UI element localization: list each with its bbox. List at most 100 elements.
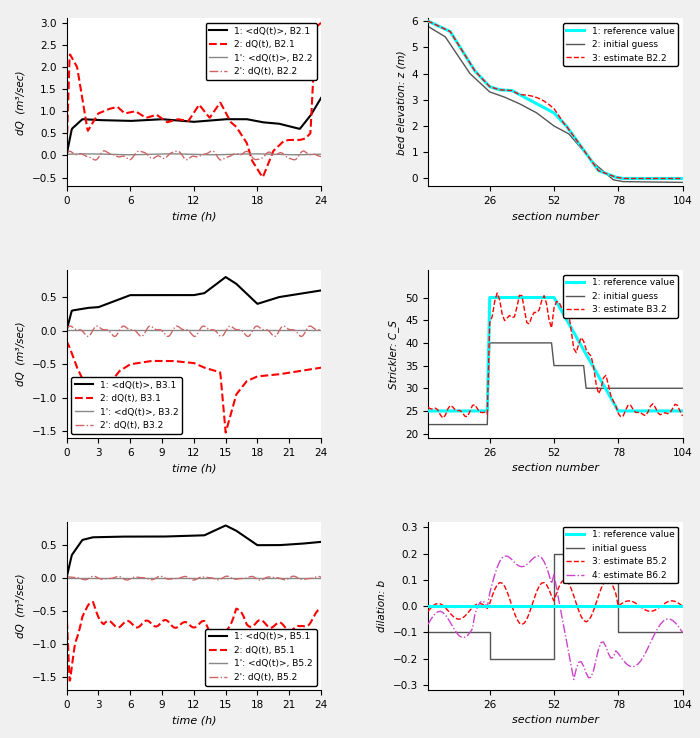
2': dQ(t), B2.2: (23.5, 0.0133): dQ(t), B2.2: (23.5, 0.0133) bbox=[312, 151, 320, 159]
1': <dQ(t)>, B5.2: (24, 0.005): <dQ(t)>, B5.2: (24, 0.005) bbox=[317, 573, 326, 582]
1: reference value: (95, 0): reference value: (95, 0) bbox=[656, 601, 664, 610]
2': dQ(t), B2.2: (24, -0.025): dQ(t), B2.2: (24, -0.025) bbox=[317, 152, 326, 161]
1': <dQ(t)>, B2.2: (11.6, 0.0265): <dQ(t)>, B2.2: (11.6, 0.0265) bbox=[186, 150, 194, 159]
Line: 1': <dQ(t)>, B2.2: 1': <dQ(t)>, B2.2 bbox=[66, 154, 321, 155]
1: reference value: (31, 3.37): reference value: (31, 3.37) bbox=[498, 86, 506, 94]
1: reference value: (27, 0): reference value: (27, 0) bbox=[488, 601, 496, 610]
3: estimate B2.2: (101, 0): estimate B2.2: (101, 0) bbox=[671, 174, 679, 183]
1': <dQ(t)>, B3.2: (0, 0.005): <dQ(t)>, B3.2: (0, 0.005) bbox=[62, 326, 71, 335]
2': dQ(t), B2.2: (3.56, 0.104): dQ(t), B2.2: (3.56, 0.104) bbox=[100, 146, 108, 155]
1': <dQ(t)>, B3.2: (23.4, 0.005): <dQ(t)>, B3.2: (23.4, 0.005) bbox=[311, 326, 319, 335]
1: reference value: (4, 5.87): reference value: (4, 5.87) bbox=[431, 20, 440, 29]
1': <dQ(t)>, B5.2: (14.3, 0.005): <dQ(t)>, B5.2: (14.3, 0.005) bbox=[214, 573, 222, 582]
2': dQ(t), B3.2: (24, 0.00871): dQ(t), B3.2: (24, 0.00871) bbox=[317, 325, 326, 334]
2: dQ(t), B3.1: (11.4, -0.471): dQ(t), B3.1: (11.4, -0.471) bbox=[183, 358, 192, 367]
1': <dQ(t)>, B5.2: (11.5, 0.005): <dQ(t)>, B5.2: (11.5, 0.005) bbox=[185, 573, 193, 582]
1': <dQ(t)>, B2.2: (21.6, 0.015): <dQ(t)>, B2.2: (21.6, 0.015) bbox=[291, 151, 300, 159]
2: dQ(t), B3.1: (23.5, -0.563): dQ(t), B3.1: (23.5, -0.563) bbox=[312, 364, 320, 373]
initial guess bbox=[431, 628, 440, 637]
1: <dQ(t)>, B5.1: (11.4, 0.642): <dQ(t)>, B5.1: (11.4, 0.642) bbox=[183, 531, 192, 540]
3: estimate B3.2: (4, 25.6): estimate B3.2: (4, 25.6) bbox=[431, 404, 440, 413]
2': dQ(t), B3.2: (23.5, 0.0179): dQ(t), B3.2: (23.5, 0.0179) bbox=[312, 325, 320, 334]
3: estimate B3.2: (29, 51): estimate B3.2: (29, 51) bbox=[493, 289, 501, 297]
2': dQ(t), B5.2: (21.4, 0.0294): dQ(t), B5.2: (21.4, 0.0294) bbox=[289, 572, 298, 581]
1: reference value: (4, 25): reference value: (4, 25) bbox=[431, 407, 440, 415]
1: <dQ(t)>, B2.1: (0, 0): <dQ(t)>, B2.1: (0, 0) bbox=[62, 151, 71, 160]
Y-axis label: dQ  (m³/sec): dQ (m³/sec) bbox=[16, 322, 26, 387]
1: <dQ(t)>, B2.1: (14.3, 0.806): <dQ(t)>, B2.1: (14.3, 0.806) bbox=[214, 115, 222, 124]
Line: 1: reference value: 1: reference value bbox=[428, 297, 682, 411]
2': dQ(t), B2.2: (11.6, -0.0604): dQ(t), B2.2: (11.6, -0.0604) bbox=[186, 154, 194, 162]
2': dQ(t), B5.2: (14.3, -0.0249): dQ(t), B5.2: (14.3, -0.0249) bbox=[214, 576, 223, 584]
2: initial guess: (4, 5.63): initial guess: (4, 5.63) bbox=[431, 27, 440, 35]
3: estimate B5.2: (39, -0.07): estimate B5.2: (39, -0.07) bbox=[518, 620, 526, 629]
Line: initial guess: initial guess bbox=[428, 554, 682, 658]
1: <dQ(t)>, B5.1: (13, 0.65): <dQ(t)>, B5.1: (13, 0.65) bbox=[200, 531, 209, 539]
1: <dQ(t)>, B3.1: (19.7, 0.486): <dQ(t)>, B3.1: (19.7, 0.486) bbox=[272, 294, 280, 303]
4: estimate B6.2: (33, 0.191): estimate B6.2: (33, 0.191) bbox=[503, 551, 511, 560]
2: initial guess: (1, 5.8): initial guess: (1, 5.8) bbox=[424, 22, 432, 31]
1: reference value: (104, 0): reference value: (104, 0) bbox=[678, 601, 687, 610]
Legend: 1: <dQ(t)>, B5.1, 2: dQ(t), B5.1, 1': <dQ(t)>, B5.2, 2': dQ(t), B5.2: 1: <dQ(t)>, B5.1, 2: dQ(t), B5.1, 1': <d… bbox=[205, 629, 316, 686]
1: reference value: (1, 6): reference value: (1, 6) bbox=[424, 17, 432, 26]
2': dQ(t), B5.2: (12, -0.0294): dQ(t), B5.2: (12, -0.0294) bbox=[189, 576, 197, 584]
1': <dQ(t)>, B2.2: (0, 0.025): <dQ(t)>, B2.2: (0, 0.025) bbox=[62, 150, 71, 159]
Line: 3: estimate B2.2: 3: estimate B2.2 bbox=[428, 21, 682, 179]
2: dQ(t), B5.1: (23.5, -0.527): dQ(t), B5.1: (23.5, -0.527) bbox=[312, 608, 320, 617]
2: initial guess: (101, 30): initial guess: (101, 30) bbox=[671, 384, 679, 393]
4: estimate B6.2: (97, -0.052): estimate B6.2: (97, -0.052) bbox=[661, 615, 669, 624]
2': dQ(t), B5.2: (19.7, 0.00659): dQ(t), B5.2: (19.7, 0.00659) bbox=[272, 573, 280, 582]
1: reference value: (96, 0): reference value: (96, 0) bbox=[659, 174, 667, 183]
1': <dQ(t)>, B5.2: (19.7, 0.005): <dQ(t)>, B5.2: (19.7, 0.005) bbox=[271, 573, 279, 582]
initial guess bbox=[424, 628, 432, 637]
1: <dQ(t)>, B2.1: (13, 0.78): <dQ(t)>, B2.1: (13, 0.78) bbox=[200, 117, 209, 125]
3: estimate B3.2: (1, 25.8): estimate B3.2: (1, 25.8) bbox=[424, 403, 432, 412]
2: dQ(t), B3.1: (13, -0.549): dQ(t), B3.1: (13, -0.549) bbox=[200, 363, 209, 372]
3: estimate B2.2: (1, 6): estimate B2.2: (1, 6) bbox=[424, 17, 432, 26]
X-axis label: time (h): time (h) bbox=[172, 715, 216, 725]
4: estimate B6.2: (27, 0.0858): estimate B6.2: (27, 0.0858) bbox=[488, 579, 496, 588]
2: dQ(t), B5.1: (2.5, -0.362): dQ(t), B5.1: (2.5, -0.362) bbox=[89, 598, 97, 607]
2': dQ(t), B5.2: (11.4, 0.0161): dQ(t), B5.2: (11.4, 0.0161) bbox=[183, 573, 192, 582]
Line: 1: <dQ(t)>, B3.1: 1: <dQ(t)>, B3.1 bbox=[66, 277, 321, 331]
Y-axis label: dQ  (m³/sec): dQ (m³/sec) bbox=[16, 70, 26, 134]
3: estimate B3.2: (102, 26.2): estimate B3.2: (102, 26.2) bbox=[673, 401, 682, 410]
1: reference value: (32, 50): reference value: (32, 50) bbox=[500, 293, 509, 302]
3: estimate B5.2: (31, 0.0877): estimate B5.2: (31, 0.0877) bbox=[498, 579, 506, 587]
2: dQ(t), B3.1: (19.7, -0.654): dQ(t), B3.1: (19.7, -0.654) bbox=[272, 370, 280, 379]
3: estimate B3.2: (7, 23.4): estimate B3.2: (7, 23.4) bbox=[439, 413, 447, 422]
Line: 2: dQ(t), B3.1: 2: dQ(t), B3.1 bbox=[66, 341, 321, 432]
3: estimate B5.2: (74, 0.0994): estimate B5.2: (74, 0.0994) bbox=[604, 576, 612, 584]
initial guess bbox=[486, 654, 494, 663]
1: reference value: (101, 25): reference value: (101, 25) bbox=[671, 407, 679, 415]
1': <dQ(t)>, B5.2: (13, 0.005): <dQ(t)>, B5.2: (13, 0.005) bbox=[200, 573, 209, 582]
2: dQ(t), B5.1: (0, -0.485): dQ(t), B5.1: (0, -0.485) bbox=[62, 606, 71, 615]
1': <dQ(t)>, B2.2: (14.3, 0.0161): <dQ(t)>, B2.2: (14.3, 0.0161) bbox=[214, 151, 223, 159]
Line: 1: <dQ(t)>, B2.1: 1: <dQ(t)>, B2.1 bbox=[66, 98, 321, 156]
initial guess bbox=[673, 628, 682, 637]
1: reference value: (4, 0): reference value: (4, 0) bbox=[431, 601, 440, 610]
Line: 2: dQ(t), B5.1: 2: dQ(t), B5.1 bbox=[66, 602, 321, 680]
3: estimate B5.2: (53, 0.0484): estimate B5.2: (53, 0.0484) bbox=[552, 589, 561, 598]
Line: 1: reference value: 1: reference value bbox=[428, 21, 682, 179]
2: dQ(t), B3.1: (24, -0.55): dQ(t), B3.1: (24, -0.55) bbox=[317, 363, 326, 372]
1: reference value: (100, 0): reference value: (100, 0) bbox=[668, 601, 677, 610]
4: estimate B6.2: (1, -0.07): estimate B6.2: (1, -0.07) bbox=[424, 620, 432, 629]
1': <dQ(t)>, B3.2: (11.5, 0.005): <dQ(t)>, B3.2: (11.5, 0.005) bbox=[185, 326, 193, 335]
1: reference value: (104, 25): reference value: (104, 25) bbox=[678, 407, 687, 415]
2': dQ(t), B2.2: (11.4, -0.0869): dQ(t), B2.2: (11.4, -0.0869) bbox=[183, 155, 192, 164]
2: initial guess: (1, 22): initial guess: (1, 22) bbox=[424, 420, 432, 429]
Y-axis label: dQ  (m³/sec): dQ (m³/sec) bbox=[16, 574, 26, 638]
2: dQ(t), B3.1: (0, -0.15): dQ(t), B3.1: (0, -0.15) bbox=[62, 337, 71, 345]
3: estimate B5.2: (1, -0.02): estimate B5.2: (1, -0.02) bbox=[424, 607, 432, 615]
Line: 2: initial guess: 2: initial guess bbox=[428, 343, 682, 424]
1: <dQ(t)>, B5.1: (24, 0.55): <dQ(t)>, B5.1: (24, 0.55) bbox=[317, 537, 326, 546]
1: <dQ(t)>, B2.1: (19.7, 0.727): <dQ(t)>, B2.1: (19.7, 0.727) bbox=[271, 119, 279, 128]
4: estimate B6.2: (53, 0.07): estimate B6.2: (53, 0.07) bbox=[552, 583, 561, 592]
1': <dQ(t)>, B3.2: (13, 0.005): <dQ(t)>, B3.2: (13, 0.005) bbox=[200, 326, 209, 335]
1: <dQ(t)>, B5.1: (19.7, 0.5): <dQ(t)>, B5.1: (19.7, 0.5) bbox=[272, 541, 280, 550]
2: dQ(t), B2.1: (13, 1): dQ(t), B2.1: (13, 1) bbox=[200, 106, 209, 115]
initial guess bbox=[554, 549, 563, 558]
2: dQ(t), B2.1: (24, 3): dQ(t), B2.1: (24, 3) bbox=[317, 18, 326, 27]
4: estimate B6.2: (104, -0.1): estimate B6.2: (104, -0.1) bbox=[678, 628, 687, 637]
